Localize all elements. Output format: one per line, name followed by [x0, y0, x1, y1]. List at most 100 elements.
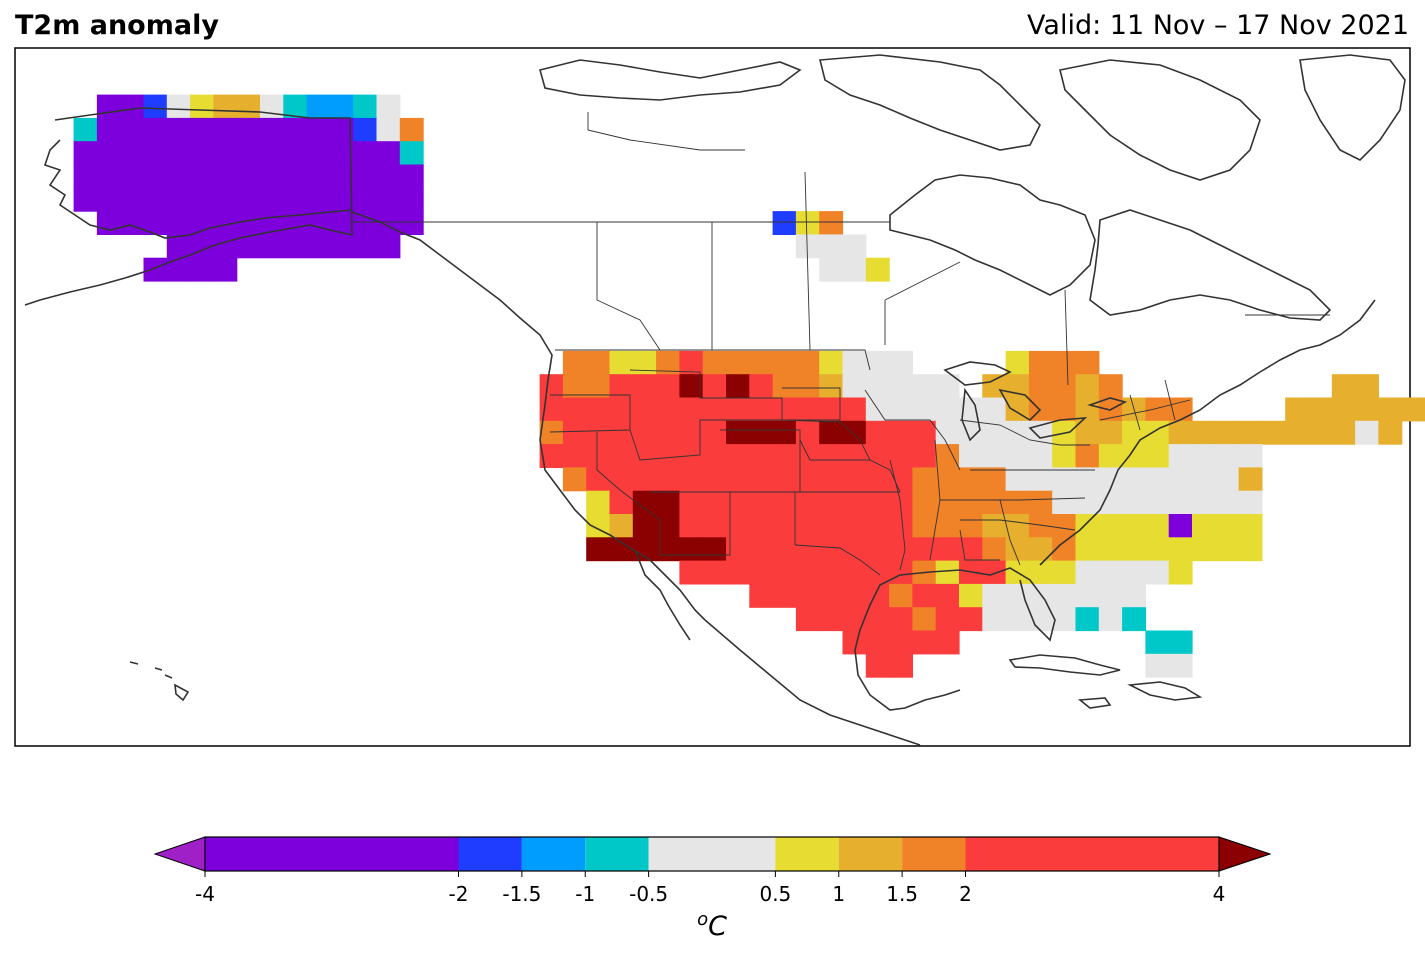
- anomaly-cell: [656, 350, 680, 375]
- anomaly-cell: [865, 467, 890, 492]
- anomaly-cell: [959, 490, 983, 515]
- anomaly-cell: [795, 420, 820, 445]
- anomaly-cell: [935, 514, 960, 538]
- anomaly-cell: [586, 397, 611, 422]
- anomaly-cell: [1052, 537, 1077, 562]
- anomaly-cell: [562, 444, 587, 468]
- anomaly-cell: [702, 490, 727, 515]
- anomaly-cell: [1145, 467, 1170, 492]
- anomaly-cell: [1028, 490, 1053, 515]
- anomaly-cell: [166, 141, 191, 166]
- anomaly-cell: [772, 350, 797, 375]
- anomaly-cell: [772, 467, 797, 492]
- anomaly-cell: [889, 514, 913, 538]
- anomaly-cell: [749, 514, 774, 538]
- anomaly-cell: [726, 350, 750, 375]
- colorbar-tick-label: -4: [195, 882, 215, 906]
- anomaly-cell: [772, 560, 797, 585]
- anomaly-cell: [399, 164, 424, 189]
- anomaly-cell: [912, 374, 937, 399]
- anomaly-cell: [889, 630, 913, 655]
- anomaly-cell: [120, 211, 145, 235]
- anomaly-cell: [632, 490, 657, 515]
- anomaly-cell: [632, 374, 657, 399]
- anomaly-cell: [632, 397, 657, 422]
- anomaly-cell: [609, 467, 634, 492]
- anomaly-cell: [842, 234, 867, 259]
- anomaly-cell: [1215, 420, 1240, 445]
- anomaly-cell: [959, 537, 983, 562]
- anomaly-cell: [1168, 630, 1193, 655]
- anomaly-cell: [96, 141, 121, 166]
- anomaly-cell: [143, 117, 168, 142]
- anomaly-cell: [1122, 560, 1146, 585]
- anomaly-cell: [1285, 397, 1310, 422]
- anomaly-cell: [1238, 420, 1263, 445]
- anomaly-cell: [795, 490, 820, 515]
- anomaly-cell: [236, 187, 261, 212]
- anomaly-cell: [656, 397, 680, 422]
- anomaly-cell: [120, 187, 145, 212]
- anomaly-cell: [1168, 653, 1193, 678]
- anomaly-cell: [1028, 583, 1053, 608]
- anomaly-cell: [260, 164, 284, 189]
- anomaly-cell: [889, 653, 913, 678]
- anomaly-cell: [702, 514, 727, 538]
- anomaly-cell: [726, 490, 750, 515]
- anomaly-cell: [96, 187, 121, 212]
- anomaly-cell: [1168, 514, 1193, 538]
- anomaly-cell: [795, 560, 820, 585]
- anomaly-cell: [749, 420, 774, 445]
- anomaly-cell: [353, 164, 378, 189]
- anomaly-cell: [726, 560, 750, 585]
- anomaly-cell: [1005, 490, 1030, 515]
- anomaly-cell: [1378, 420, 1403, 445]
- borders: [352, 112, 1330, 576]
- anomaly-cell: [935, 444, 960, 468]
- anomaly-cell: [1098, 537, 1123, 562]
- anomaly-cell: [749, 583, 774, 608]
- anomaly-cell: [73, 141, 98, 166]
- anomaly-cell: [1098, 374, 1123, 399]
- anomaly-cell: [1098, 490, 1123, 515]
- anomaly-cell: [1331, 374, 1356, 399]
- anomaly-cell: [819, 257, 844, 282]
- anomaly-cell: [726, 397, 750, 422]
- anomaly-cell: [1192, 514, 1216, 538]
- anomaly-cell: [1028, 374, 1053, 399]
- anomaly-cell: [982, 374, 1007, 399]
- anomaly-cell: [260, 234, 284, 259]
- anomaly-cell: [1075, 560, 1100, 585]
- anomaly-cell: [656, 490, 680, 515]
- anomaly-cell: [935, 374, 960, 399]
- coastlines: [24, 54, 1406, 746]
- colorbar-segment: [775, 837, 839, 871]
- anomaly-cell: [632, 350, 657, 375]
- anomaly-cell: [726, 420, 750, 445]
- anomaly-cell: [1075, 490, 1100, 515]
- anomaly-cell: [260, 141, 284, 166]
- anomaly-cell: [1122, 514, 1146, 538]
- anomaly-cell: [679, 420, 704, 445]
- anomaly-cell: [819, 211, 844, 235]
- anomaly-cell: [143, 187, 168, 212]
- anomaly-cell: [1052, 514, 1077, 538]
- anomaly-cell: [889, 560, 913, 585]
- anomaly-cell: [1122, 537, 1146, 562]
- anomaly-cell: [609, 537, 634, 562]
- anomaly-cell: [1145, 653, 1170, 678]
- anomaly-cell: [609, 490, 634, 515]
- anomaly-cell: [749, 467, 774, 492]
- anomaly-cell: [1215, 537, 1240, 562]
- anomaly-cell: [1145, 444, 1170, 468]
- anomaly-cell: [283, 164, 308, 189]
- anomaly-cell: [376, 141, 401, 166]
- anomaly-cell: [353, 117, 378, 142]
- anomaly-cell: [283, 117, 308, 142]
- anomaly-map: [14, 47, 1425, 747]
- anomaly-cell: [889, 607, 913, 632]
- anomaly-cell: [819, 467, 844, 492]
- anomaly-cell: [73, 187, 98, 212]
- anomaly-cell: [1355, 397, 1379, 422]
- anomaly-cell: [772, 537, 797, 562]
